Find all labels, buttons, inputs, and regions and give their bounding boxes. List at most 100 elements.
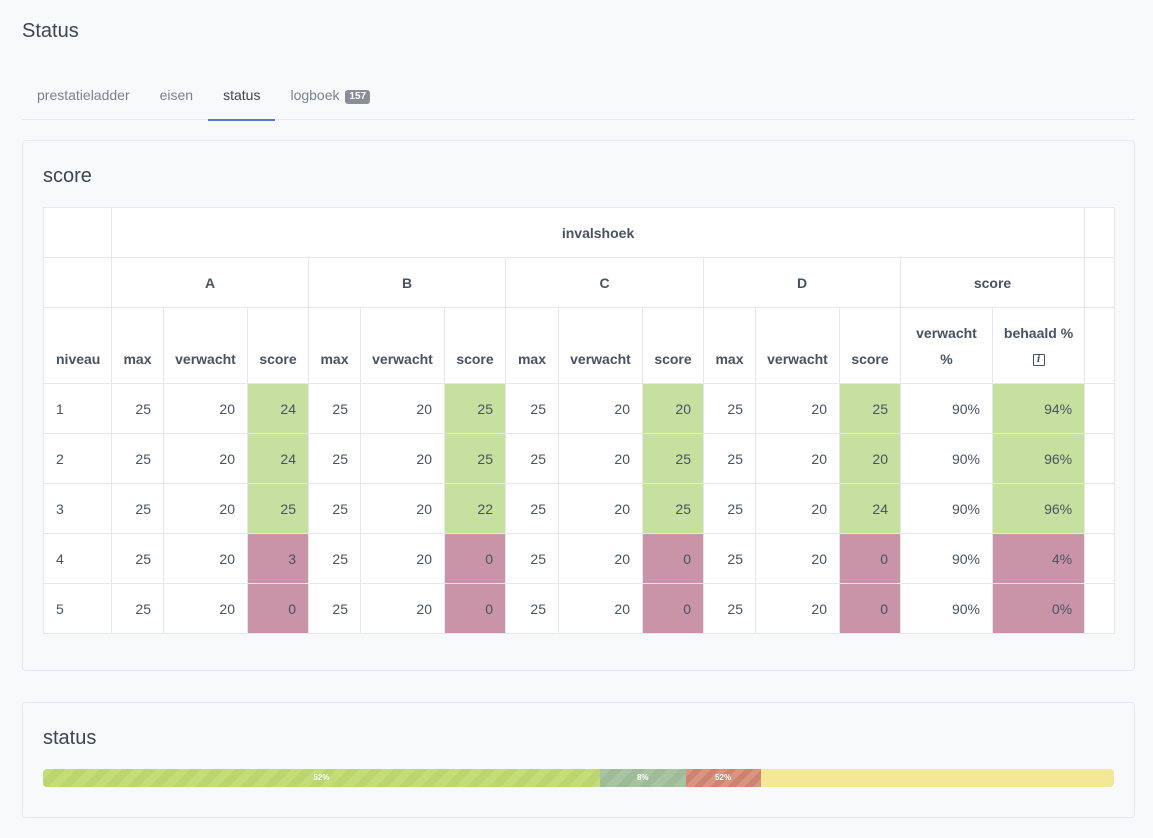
- header-max: max: [308, 307, 361, 384]
- cell-verwacht: 20: [163, 583, 248, 634]
- score-card-title: score: [43, 165, 92, 187]
- tab-label: eisen: [159, 87, 194, 103]
- table-row: 2 25 20 24 25 20 25 25 20 25 25 20 20 90% 96%: [43, 433, 1116, 484]
- cell-score: 0: [642, 583, 704, 634]
- cell-score: 25: [444, 383, 506, 434]
- cell-score: 0: [444, 583, 506, 634]
- cell-max: 25: [505, 583, 559, 634]
- header-spacer: [1084, 307, 1116, 384]
- cell-max: 25: [505, 433, 559, 484]
- cell-verwacht-pct: 90%: [900, 483, 993, 534]
- cell-score: 0: [839, 583, 901, 634]
- tab-prestatieladder[interactable]: prestatieladder: [22, 76, 145, 120]
- cell-score: 24: [839, 483, 901, 534]
- cell-max: 25: [703, 533, 756, 584]
- cell-score: 0: [444, 533, 506, 584]
- cell-score: 22: [444, 483, 506, 534]
- cell-max: 25: [703, 433, 756, 484]
- cell-score: 25: [444, 433, 506, 484]
- cell-max: 25: [308, 433, 361, 484]
- cell-verwacht: 20: [360, 583, 445, 634]
- cell-verwacht-pct: 90%: [900, 583, 993, 634]
- header-score: score: [247, 307, 309, 384]
- cell-verwacht: 20: [360, 533, 445, 584]
- cell-max: 25: [111, 533, 164, 584]
- cell-spacer: [1084, 433, 1116, 484]
- cell-max: 25: [505, 383, 559, 434]
- cell-behaald-pct: 94%: [991, 383, 1086, 434]
- tab-label: prestatieladder: [37, 87, 130, 103]
- cell-spacer: [1084, 533, 1116, 584]
- cell-max: 25: [703, 483, 756, 534]
- cell-max: 25: [308, 533, 361, 584]
- info-icon[interactable]: i: [1032, 353, 1045, 366]
- tab-logboek[interactable]: logboek 157: [275, 76, 385, 120]
- header-spacer: [1084, 257, 1116, 308]
- score-table-body: 1 25 20 24 25 20 25 25 20 20 25 20 25 90% 94% 2 25 20 24 25…: [43, 383, 1116, 634]
- cell-max: 25: [111, 483, 164, 534]
- header-niveau: niveau: [43, 307, 112, 384]
- tab-bar: prestatieladder eisen status logboek 157: [22, 76, 1135, 121]
- cell-score: 25: [642, 483, 704, 534]
- header-max: max: [505, 307, 559, 384]
- table-row: 1 25 20 24 25 20 25 25 20 20 25 20 25 90% 94%: [43, 383, 1116, 434]
- cell-verwacht: 20: [755, 583, 840, 634]
- header-score: score: [444, 307, 506, 384]
- tab-eisen[interactable]: eisen: [145, 76, 208, 120]
- status-card-title: status: [43, 727, 97, 749]
- tab-label: status: [223, 87, 261, 103]
- header-behaald-pct-label: behaald %: [1003, 324, 1074, 341]
- header-section-d: D: [703, 257, 901, 308]
- cell-verwacht: 20: [755, 383, 840, 434]
- cell-max: 25: [111, 583, 164, 634]
- cell-verwacht-pct: 90%: [900, 533, 993, 584]
- cell-score: 20: [642, 383, 704, 434]
- header-section-b: B: [308, 257, 506, 308]
- cell-score: 25: [642, 433, 704, 484]
- cell-verwacht: 20: [360, 383, 445, 434]
- cell-max: 25: [111, 383, 164, 434]
- cell-verwacht: 20: [755, 433, 840, 484]
- cell-score: 3: [247, 533, 309, 584]
- header-verwacht: verwacht: [360, 307, 445, 384]
- tab-status[interactable]: status: [208, 76, 276, 121]
- header-section-score: score: [899, 257, 1086, 308]
- cell-spacer: [1084, 483, 1116, 534]
- header-verwacht: verwacht: [755, 307, 840, 384]
- table-row: 5 25 20 0 25 20 0 25 20 0 25 20 0 90% 0%: [43, 583, 1116, 634]
- header-score: score: [839, 307, 901, 384]
- cell-behaald-pct: 4%: [991, 533, 1086, 584]
- cell-verwacht: 20: [163, 483, 248, 534]
- cell-score: 24: [247, 433, 309, 484]
- cell-score: 0: [247, 583, 309, 634]
- score-card: score invalshoek A B C D score: [22, 140, 1135, 671]
- cell-niveau: 4: [43, 533, 112, 584]
- header-verwacht: verwacht: [163, 307, 248, 384]
- score-table: invalshoek A B C D score niveau max verw…: [43, 207, 1116, 634]
- header-section-a: A: [111, 257, 309, 308]
- progress-segment-red: 52%: [685, 769, 761, 787]
- cell-verwacht-pct: 90%: [900, 433, 993, 484]
- cell-verwacht: 20: [755, 533, 840, 584]
- status-progress-bar: 52% 8% 52%: [43, 769, 1114, 787]
- status-card: status 52% 8% 52%: [22, 702, 1135, 818]
- cell-score: 0: [839, 533, 901, 584]
- cell-spacer: [1084, 583, 1116, 634]
- cell-max: 25: [308, 383, 361, 434]
- cell-verwacht: 20: [163, 383, 248, 434]
- cell-behaald-pct: 0%: [991, 583, 1086, 634]
- cell-verwacht: 20: [558, 583, 643, 634]
- cell-max: 25: [308, 583, 361, 634]
- cell-max: 25: [308, 483, 361, 534]
- cell-behaald-pct: 96%: [991, 483, 1086, 534]
- cell-behaald-pct: 96%: [991, 433, 1086, 484]
- cell-max: 25: [703, 583, 756, 634]
- cell-score: 25: [247, 483, 309, 534]
- cell-score: 25: [839, 383, 901, 434]
- header-score: score: [642, 307, 704, 384]
- progress-segment-green: 52%: [43, 769, 600, 787]
- cell-verwacht: 20: [558, 383, 643, 434]
- cell-max: 25: [703, 383, 756, 434]
- cell-verwacht: 20: [558, 533, 643, 584]
- header-max: max: [111, 307, 164, 384]
